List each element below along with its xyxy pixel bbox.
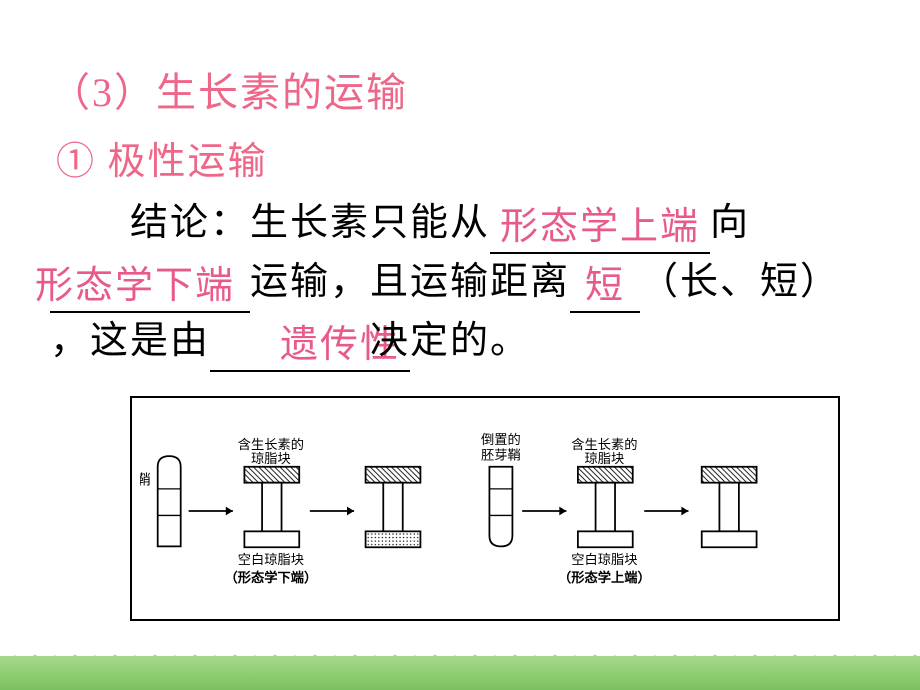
right-auxin-label1: 含生长素的 <box>571 437 637 452</box>
answer-2: 形态学下端 <box>35 265 235 307</box>
text-mid5: 决定的。 <box>370 320 530 362</box>
arrow-1 <box>189 506 233 515</box>
line-3: ，这是由遗传性决定的。 <box>50 313 880 372</box>
text-mid2: 运输，且运输距离 <box>250 261 570 303</box>
left-result <box>366 466 421 547</box>
subsection-heading: ① 极性运输 <box>56 130 880 185</box>
arrow-2 <box>310 506 354 515</box>
line-1: 结论：生长素只能从形态学上端向 <box>50 195 880 254</box>
right-setup: 含生长素的 琼脂块 空白琼脂块 （形态学上端） <box>558 437 651 585</box>
text-prefix: 结论：生长素只能从 <box>50 202 490 244</box>
right-shoot: 倒置的 胚芽鞘 <box>481 431 521 546</box>
footer-grass <box>0 656 920 690</box>
conclusion-text: 结论：生长素只能从形态学上端向 形态学下端运输，且运输距离短 （长、短） ，这是由… <box>50 195 880 372</box>
left-blank-label: 空白琼脂块 <box>238 552 304 567</box>
arrow-3 <box>522 506 566 515</box>
blank-2: 形态学下端 <box>50 254 250 313</box>
text-mid4: ，这是由 <box>50 320 210 362</box>
answer-1: 形态学上端 <box>500 206 700 248</box>
left-end-label: （形态学下端） <box>225 568 318 584</box>
blank-1: 形态学上端 <box>490 195 710 254</box>
left-shoot-label: 胚芽鞘 <box>140 472 151 488</box>
right-shoot-label2: 胚芽鞘 <box>481 447 521 462</box>
arrow-4 <box>644 506 688 515</box>
left-setup: 含生长素的 琼脂块 空白琼脂块 （形态学下端） <box>225 437 318 585</box>
answer-3: 短 <box>585 265 625 307</box>
line-2: 形态学下端运输，且运输距离短 （长、短） <box>50 254 880 313</box>
left-shoot: 胚芽鞘 <box>140 456 181 546</box>
text-mid1: 向 <box>710 202 750 244</box>
blank-3: 短 <box>570 254 640 313</box>
diagram-svg: 胚芽鞘 含生长素的 琼脂块 空白琼脂块 （形态学下端） <box>140 411 830 611</box>
left-auxin-label1: 含生长素的 <box>238 437 304 452</box>
right-blank-label: 空白琼脂块 <box>571 552 637 567</box>
left-auxin-label2: 琼脂块 <box>251 451 291 466</box>
right-shoot-label1: 倒置的 <box>481 431 521 446</box>
slide-content: （3）生长素的运输 ① 极性运输 结论：生长素只能从形态学上端向 形态学下端运输… <box>0 0 920 641</box>
text-mid3: （长、短） <box>640 261 840 303</box>
right-result <box>702 466 757 547</box>
section-heading: （3）生长素的运输 <box>50 60 880 118</box>
right-end-label: （形态学上端） <box>558 568 651 584</box>
right-auxin-label2: 琼脂块 <box>585 451 625 466</box>
experiment-diagram: 胚芽鞘 含生长素的 琼脂块 空白琼脂块 （形态学下端） <box>130 396 840 621</box>
